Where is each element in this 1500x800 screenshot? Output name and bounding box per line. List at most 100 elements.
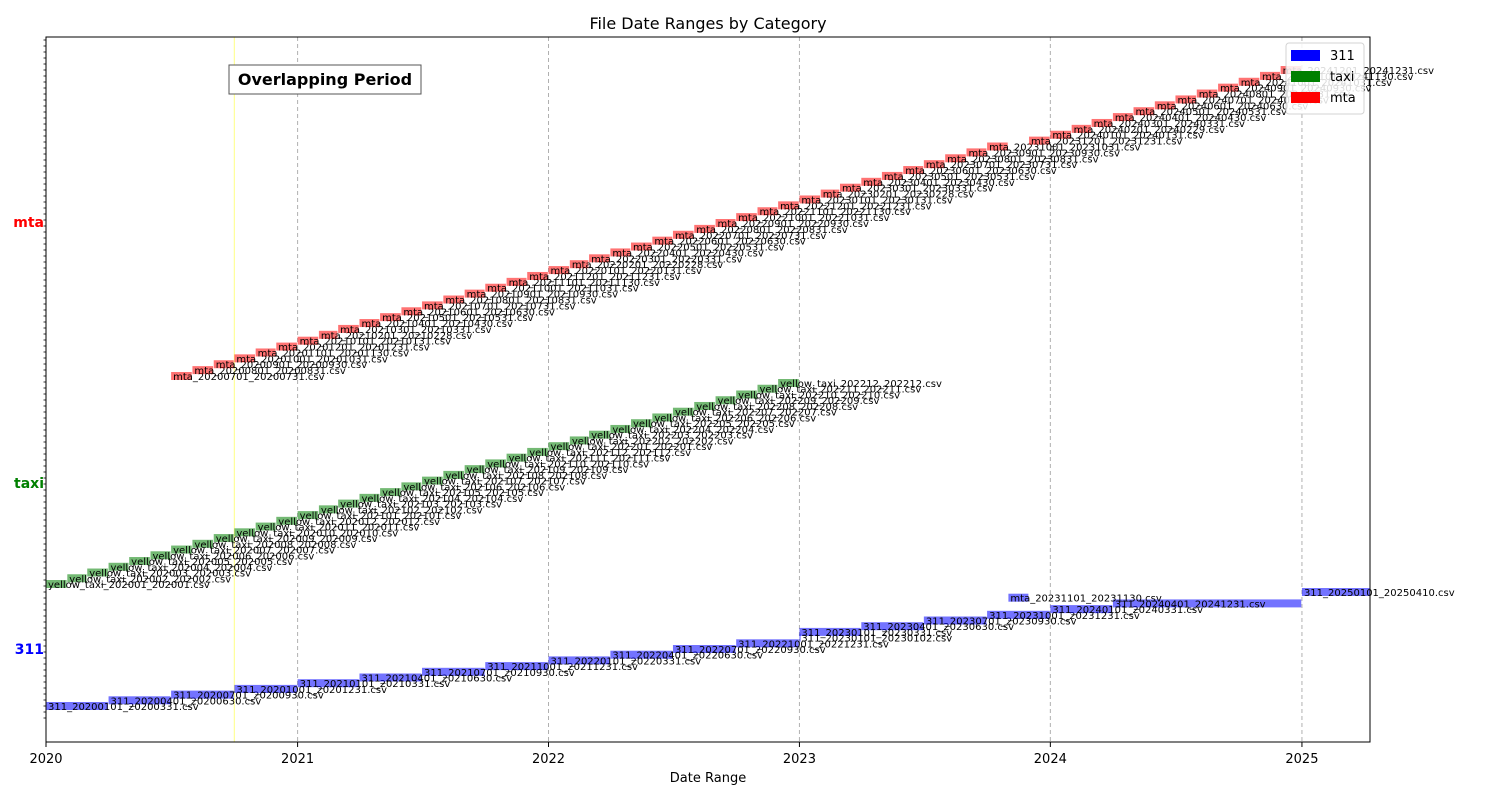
bar-label-mta-20220901-20220930-csv: mta_20220901_20220930.csv xyxy=(718,219,869,230)
bar-label-311-20220401-20220630-csv: 311_20220401_20220630.csv xyxy=(612,651,763,662)
bar-yellow-taxi-202110-202110-csv xyxy=(485,459,506,468)
bar-311-20220101-20220331-csv xyxy=(548,656,610,665)
bar-label-mta-20230101-20230131-csv: mta_20230101_20230131.csv xyxy=(801,195,952,206)
bar-yellow-taxi-202201-202201-csv xyxy=(548,442,570,451)
bar-mta-20231001-20231031-csv xyxy=(987,142,1008,151)
bar-yellow-taxi-202012-202012-csv xyxy=(276,516,297,525)
bar-label-mta-20240301-20240331-csv: mta_20240301_20240331.csv xyxy=(1094,119,1245,130)
bar-mta-20220301-20220331-csv xyxy=(589,254,610,263)
bar-311-20230701-20230930-csv xyxy=(923,616,987,625)
bar-label-mta-20220401-20220430-csv: mta_20220401_20220430.csv xyxy=(612,248,763,259)
plot-frame xyxy=(45,36,1371,743)
bar-yellow-taxi-202211-202211-csv xyxy=(757,384,778,393)
bar-label-mta-20200701-20200731-csv: mta_20200701_20200731.csv xyxy=(173,372,324,383)
x-axis-label: Date Range xyxy=(670,771,746,786)
bar-yellow-taxi-202007-202007-csv xyxy=(171,545,192,554)
bar-label-mta-20220601-20220630-csv: mta_20220601_20220630.csv xyxy=(654,237,805,248)
bar-yellow-taxi-202109-202109-csv xyxy=(464,465,485,474)
bar-mta-20220701-20220731-csv xyxy=(672,230,694,239)
bar-label-311-20211001-20211231-csv: 311_20211001_20211231.csv xyxy=(487,662,638,673)
bar-mta-20230901-20230930-csv xyxy=(966,148,987,157)
bar-311-20221001-20221231-csv xyxy=(736,639,799,648)
bar-mta-20210701-20210731-csv xyxy=(422,301,443,310)
bar-label-yellow-taxi-202211-202211-csv: yellow_taxi_202211_202211.csv xyxy=(759,385,921,396)
bar-label-311-20200101-20200331-csv: 311_20200101_20200331.csv xyxy=(48,702,199,713)
bar-label-yellow-taxi-202110-202110-csv: yellow_taxi_202110_202110.csv xyxy=(487,459,649,470)
bar-label-mta-20201001-20201031-csv: mta_20201001_20201031.csv xyxy=(236,354,387,365)
bar-311-20201001-20201231-csv xyxy=(234,684,297,693)
bar-label-yellow-taxi-202006-202006-csv: yellow_taxi_202006_202006.csv xyxy=(152,551,314,562)
bar-mta-20210301-20210331-csv xyxy=(338,324,359,333)
x-tick-label-2021: 2021 xyxy=(281,752,314,767)
bar-label-yellow-taxi-202109-202109-csv: yellow_taxi_202109_202109.csv xyxy=(467,465,629,476)
bar-mta-20210801-20210831-csv xyxy=(443,295,464,304)
bar-mta-20230201-20230228-csv xyxy=(820,189,840,198)
bar-label-yellow-taxi-202111-202111-csv: yellow_taxi_202111_202111.csv xyxy=(509,454,671,465)
bar-label-311-20220701-20220930-csv: 311_20220701_20220930.csv xyxy=(675,645,826,656)
bar-label-mta-20220801-20220831-csv: mta_20220801_20220831.csv xyxy=(696,225,847,236)
bar-yellow-taxi-202210-202210-csv xyxy=(736,390,757,399)
bar-yellow-taxi-202104-202104-csv xyxy=(359,493,380,502)
bar-mta-20211001-20211031-csv xyxy=(485,283,506,292)
bar-yellow-taxi-202008-202008-csv xyxy=(192,539,214,548)
bar-mta-20240701-20240731-csv xyxy=(1175,95,1197,104)
bar-311-20200401-20200630-csv xyxy=(108,696,171,705)
bar-yellow-taxi-202112-202112-csv xyxy=(527,447,548,456)
bar-mta-20230701-20230731-csv xyxy=(923,160,945,169)
bar-label-mta-20201201-20201231-csv: mta_20201201_20201231.csv xyxy=(278,343,429,354)
bar-label-mta-20231101-20231130-csv: mta_20231101_20231130.csv xyxy=(1010,594,1161,605)
bar-label-mta-20240401-20240430-csv: mta_20240401_20240430.csv xyxy=(1115,113,1266,124)
bar-311-20211001-20211231-csv xyxy=(485,662,548,671)
bar-yellow-taxi-202105-202105-csv xyxy=(380,488,401,497)
bar-label-mta-20240201-20240229-csv: mta_20240201_20240229.csv xyxy=(1074,125,1225,136)
bar-label-yellow-taxi-202007-202007-csv: yellow_taxi_202007_202007.csv xyxy=(173,546,335,557)
x-tick-label-2023: 2023 xyxy=(783,752,816,767)
bar-label-mta-20211001-20211031-csv: mta_20211001_20211031.csv xyxy=(487,284,638,295)
bar-label-yellow-taxi-202104-202104-csv: yellow_taxi_202104_202104.csv xyxy=(361,494,523,505)
bar-label-311-20200401-20200630-csv: 311_20200401_20200630.csv xyxy=(111,696,262,707)
overlapping-period-annotation: Overlapping Period xyxy=(238,70,412,89)
bar-label-mta-20210901-20210930-csv: mta_20210901_20210930.csv xyxy=(467,290,618,301)
bar-label-yellow-taxi-202210-202210-csv: yellow_taxi_202210_202210.csv xyxy=(738,390,900,401)
annotation-box: Overlapping Period xyxy=(228,64,422,95)
bar-mta-20201101-20201130-csv xyxy=(255,348,276,357)
bar-yellow-taxi-202108-202108-csv xyxy=(443,470,464,479)
bar-label-311-20220101-20220331-csv: 311_20220101_20220331.csv xyxy=(551,656,702,667)
bar-mta-20210201-20210228-csv xyxy=(318,330,338,339)
bar-label-mta-20220201-20220228-csv: mta_20220201_20220228.csv xyxy=(572,260,723,271)
bar-mta-20210901-20210930-csv xyxy=(464,289,485,298)
bar-311-20210701-20210930-csv xyxy=(422,667,485,676)
bar-mta-20240401-20240430-csv xyxy=(1112,113,1133,122)
bar-label-mta-20211101-20211130-csv: mta_20211101_20211130.csv xyxy=(509,278,660,289)
bar-mta-20220101-20220131-csv xyxy=(548,266,570,275)
bar-mta-20220201-20220228-csv xyxy=(569,260,589,269)
bar-mta-20220801-20220831-csv xyxy=(694,224,715,233)
bar-mta-20221201-20221231-csv xyxy=(778,201,799,210)
bar-311-20240101-20240331-csv xyxy=(1050,605,1113,614)
bar-mta-20201201-20201231-csv xyxy=(276,342,297,351)
bar-yellow-taxi-202011-202011-csv xyxy=(255,522,276,531)
bar-label-mta-20240101-20240131-csv: mta_20240101_20240131.csv xyxy=(1052,131,1203,142)
bar-mta-20210501-20210531-csv xyxy=(380,313,401,322)
bar-yellow-taxi-202202-202202-csv xyxy=(569,436,589,445)
legend-swatch-mta xyxy=(1291,92,1320,103)
bar-mta-20221001-20221031-csv xyxy=(736,213,757,222)
bar-mta-20200701-20200731-csv xyxy=(171,372,192,380)
bar-mta-20210601-20210630-csv xyxy=(401,307,422,316)
bar-label-311-20240101-20240331-csv: 311_20240101_20240331.csv xyxy=(1052,605,1203,616)
bar-yellow-taxi-202006-202006-csv xyxy=(150,551,171,560)
bar-mta-20211201-20211231-csv xyxy=(527,271,548,280)
legend-swatch-taxi xyxy=(1291,71,1320,82)
bar-yellow-taxi-202203-202203-csv xyxy=(589,430,610,439)
bar-yellow-taxi-202206-202206-csv xyxy=(652,413,673,422)
bar-311-20210101-20210331-csv xyxy=(297,679,359,688)
bar-label-mta-20210801-20210831-csv: mta_20210801_20210831.csv xyxy=(445,296,596,307)
bar-label-mta-20220301-20220331-csv: mta_20220301_20220331.csv xyxy=(591,254,742,265)
bar-mta-20240101-20240131-csv xyxy=(1050,130,1071,139)
bar-label-mta-20240701-20240731-csv: mta_20240701_20240731.csv xyxy=(1177,95,1328,106)
bar-mta-20211101-20211130-csv xyxy=(506,277,527,286)
bar-label-mta-20221201-20221231-csv: mta_20221201_20221231.csv xyxy=(780,201,931,212)
bar-label-mta-20230701-20230731-csv: mta_20230701_20230731.csv xyxy=(926,160,1077,171)
bar-label-yellow-taxi-202112-202112-csv: yellow_taxi_202112_202112.csv xyxy=(529,448,691,459)
